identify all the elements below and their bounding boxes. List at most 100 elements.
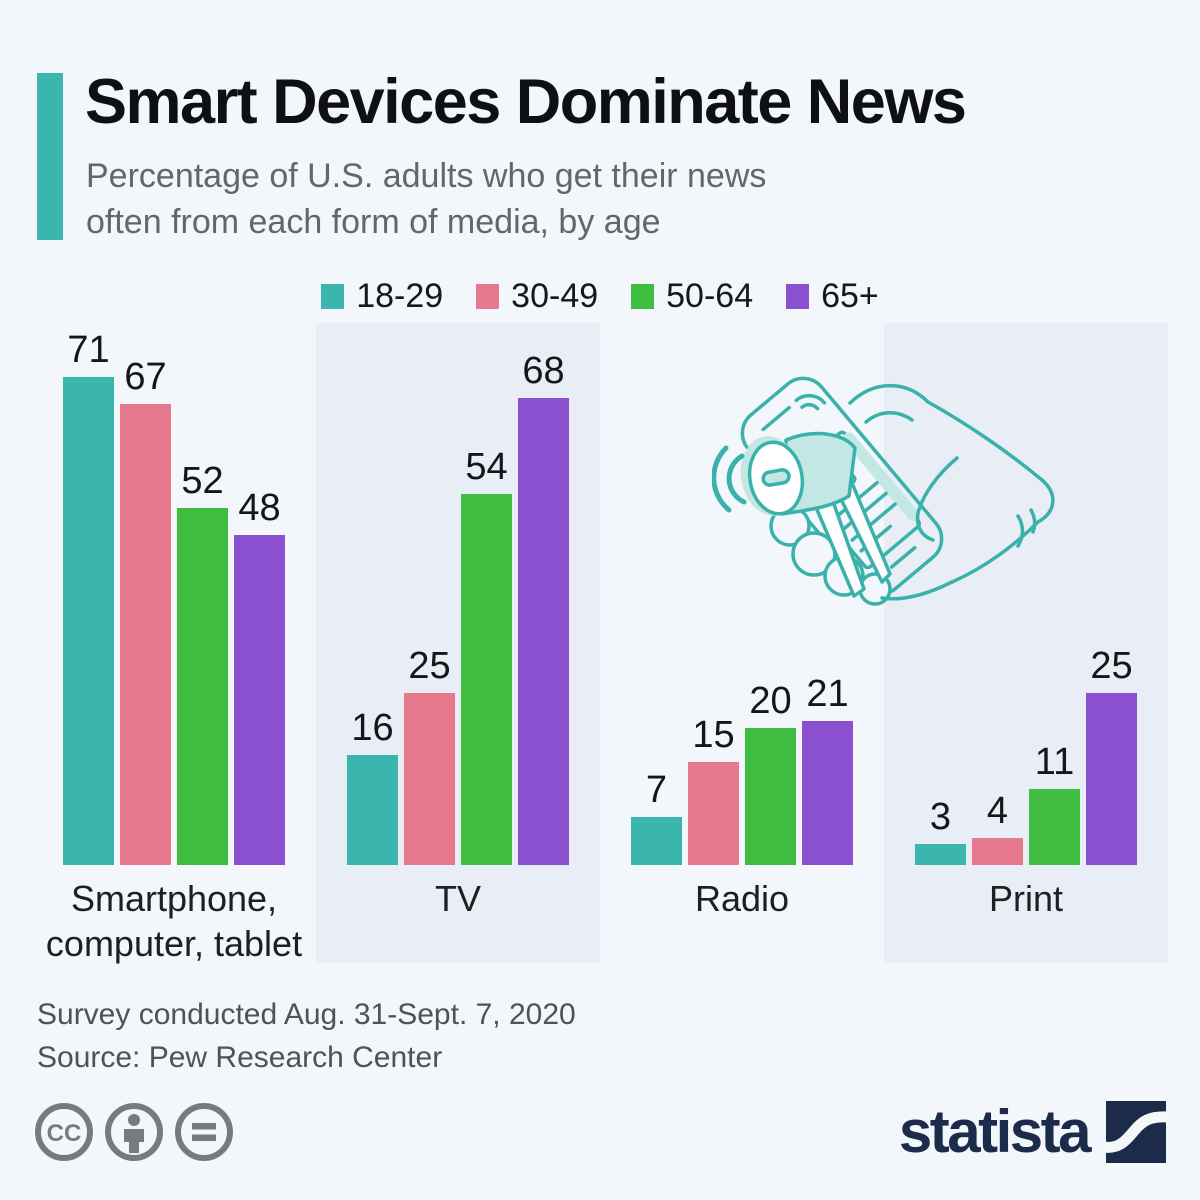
bar-value-label: 7 bbox=[645, 769, 668, 811]
bar-value-label: 16 bbox=[351, 707, 394, 749]
statista-wordmark: statista bbox=[898, 1098, 1092, 1165]
footer-notes: Survey conducted Aug. 31-Sept. 7, 2020 S… bbox=[37, 993, 576, 1079]
sound-wave-icon bbox=[726, 453, 747, 505]
bar-65+ bbox=[518, 398, 569, 865]
source-note: Source: Pew Research Center bbox=[37, 1041, 443, 1074]
bar-with-label: 3 bbox=[915, 797, 966, 865]
category-label-line: Radio bbox=[694, 878, 790, 919]
bar-with-label: 16 bbox=[347, 708, 398, 865]
bar-value-label: 25 bbox=[408, 645, 451, 687]
category-label-line: Smartphone, bbox=[70, 878, 278, 919]
legend-swatch bbox=[631, 284, 655, 309]
bar-30-49 bbox=[120, 404, 171, 865]
cc-icon: CC bbox=[35, 1103, 93, 1161]
legend-swatch bbox=[476, 284, 500, 309]
bar-with-label: 48 bbox=[234, 488, 285, 865]
bar-value-label: 20 bbox=[749, 680, 792, 722]
category-label-line: TV bbox=[434, 878, 481, 919]
chart-title: Smart Devices Dominate News bbox=[85, 67, 967, 137]
wifi-icon bbox=[794, 393, 827, 405]
nd-icon bbox=[175, 1103, 233, 1161]
bar-value-label: 11 bbox=[1034, 741, 1075, 783]
bar-value-label: 15 bbox=[692, 714, 735, 756]
bar-with-label: 20 bbox=[745, 681, 796, 865]
bar-18-29 bbox=[347, 755, 398, 865]
legend-label: 30-49 bbox=[511, 277, 599, 315]
legend-swatch bbox=[321, 284, 345, 309]
bar-value-label: 3 bbox=[929, 796, 952, 838]
survey-note: Survey conducted Aug. 31-Sept. 7, 2020 bbox=[37, 998, 576, 1031]
bar-30-49 bbox=[688, 762, 739, 865]
chart-column-2: 16 25 54 68 TV bbox=[316, 323, 600, 963]
svg-text:CC: CC bbox=[47, 1120, 82, 1147]
category-label: Radio bbox=[600, 876, 884, 921]
bar-with-label: 52 bbox=[177, 461, 228, 865]
bar-with-label: 71 bbox=[63, 330, 114, 865]
bar-value-label: 48 bbox=[238, 487, 281, 529]
legend-item-50-64: 50-64 bbox=[631, 277, 753, 316]
bar-value-label: 52 bbox=[181, 460, 224, 502]
chart-subtitle-line2: often from each form of media, by age bbox=[86, 203, 661, 241]
legend-item-30-49: 30-49 bbox=[476, 277, 598, 316]
category-label: Smartphone, computer, tablet bbox=[32, 876, 316, 966]
bar-with-label: 25 bbox=[404, 646, 455, 865]
bar-value-label: 68 bbox=[522, 350, 565, 392]
bar-value-label: 67 bbox=[124, 356, 167, 398]
category-label-line: computer, tablet bbox=[45, 923, 303, 964]
legend-label: 18-29 bbox=[356, 277, 444, 315]
bar-value-label: 4 bbox=[986, 790, 1009, 832]
bar-group: 7 15 20 21 bbox=[600, 323, 884, 865]
bar-with-label: 15 bbox=[688, 715, 739, 865]
title-accent-bar bbox=[37, 73, 63, 240]
bar-with-label: 54 bbox=[461, 447, 512, 865]
bar-value-label: 54 bbox=[465, 446, 508, 488]
bar-50-64 bbox=[177, 508, 228, 865]
bar-with-label: 25 bbox=[1086, 646, 1137, 865]
chart-subtitle-line1: Percentage of U.S. adults who get their … bbox=[86, 157, 767, 195]
legend: 18-29 30-49 50-64 65+ bbox=[0, 277, 1200, 316]
chart-column-1: 71 67 52 48 Smartphone, computer, tablet bbox=[32, 323, 316, 966]
bar-with-label: 7 bbox=[631, 770, 682, 865]
bar-group: 71 67 52 48 bbox=[32, 323, 316, 865]
bar-65+ bbox=[234, 535, 285, 865]
legend-item-65+: 65+ bbox=[786, 277, 879, 316]
category-label: Print bbox=[884, 876, 1168, 921]
bar-with-label: 4 bbox=[972, 791, 1023, 865]
bar-with-label: 67 bbox=[120, 357, 171, 865]
bar-group: 16 25 54 68 bbox=[316, 323, 600, 865]
statista-logo: statista bbox=[899, 1097, 1166, 1166]
chart-column-3: 7 15 20 21 Radio bbox=[600, 323, 884, 963]
bar-65+ bbox=[1086, 693, 1137, 865]
category-label: TV bbox=[316, 876, 600, 921]
chart-subtitle: Percentage of U.S. adults who get their … bbox=[86, 153, 766, 245]
bar-30-49 bbox=[972, 838, 1023, 865]
bar-30-49 bbox=[404, 693, 455, 865]
bar-chart: 71 67 52 48 Smartphone, computer, tablet 16 25 5… bbox=[32, 323, 1168, 966]
bar-50-64 bbox=[1029, 789, 1080, 865]
bar-50-64 bbox=[745, 728, 796, 865]
statista-logo-icon bbox=[1106, 1100, 1166, 1163]
smartphone-megaphone-illustration bbox=[712, 376, 1055, 606]
license-icons: CC bbox=[33, 1101, 235, 1163]
bar-with-label: 68 bbox=[518, 351, 569, 865]
hand-outline bbox=[848, 383, 1055, 601]
attribution-icon bbox=[105, 1103, 163, 1161]
chart-column-4: 3 4 11 25 Print bbox=[884, 323, 1168, 963]
bar-group: 3 4 11 25 bbox=[884, 323, 1168, 865]
bar-with-label: 11 bbox=[1029, 742, 1080, 865]
bar-18-29 bbox=[631, 817, 682, 865]
bar-value-label: 71 bbox=[67, 329, 110, 371]
category-label-line: Print bbox=[988, 878, 1064, 919]
legend-item-18-29: 18-29 bbox=[321, 277, 443, 316]
bar-18-29 bbox=[915, 844, 966, 865]
bar-value-label: 21 bbox=[806, 673, 849, 715]
bar-65+ bbox=[802, 721, 853, 865]
legend-swatch bbox=[786, 284, 810, 309]
bar-18-29 bbox=[63, 377, 114, 865]
legend-label: 50-64 bbox=[666, 277, 754, 315]
bar-50-64 bbox=[461, 494, 512, 865]
wifi-icon bbox=[800, 402, 820, 411]
legend-label: 65+ bbox=[821, 277, 879, 315]
bar-value-label: 25 bbox=[1090, 645, 1133, 687]
